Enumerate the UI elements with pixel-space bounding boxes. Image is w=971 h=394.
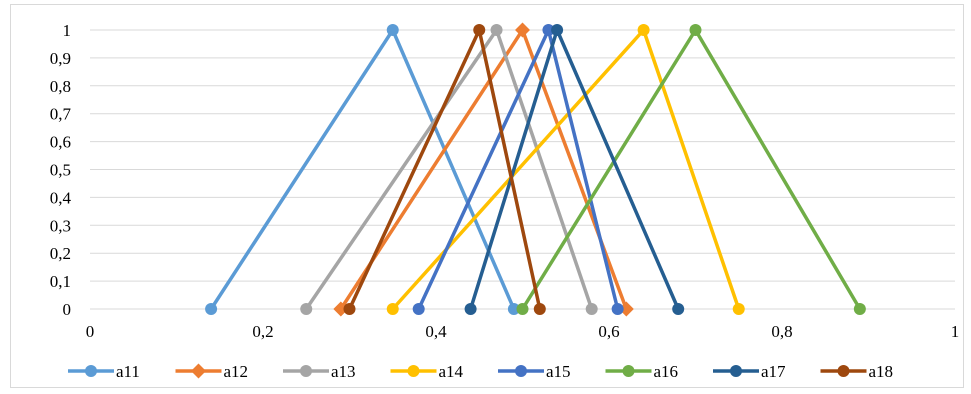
x-axis-tick-labels: 0 0,2 0,4 0,6 0,8 1 bbox=[86, 322, 960, 341]
y-tick-label: 0,2 bbox=[50, 244, 71, 263]
legend-item-a11: a11 bbox=[68, 362, 140, 381]
legend-marker bbox=[85, 365, 97, 377]
series-lines bbox=[205, 22, 866, 317]
legend-marker bbox=[730, 365, 742, 377]
y-tick-label: 0,8 bbox=[50, 77, 71, 96]
legend-label: a12 bbox=[224, 362, 249, 381]
legend-label: a15 bbox=[546, 362, 571, 381]
legend-marker bbox=[300, 365, 312, 377]
data-point-a14 bbox=[637, 24, 650, 36]
x-tick-label: 0 bbox=[86, 322, 95, 341]
y-tick-label: 0,9 bbox=[50, 49, 71, 68]
legend-item-a18: a18 bbox=[820, 362, 894, 381]
series-a18 bbox=[343, 24, 546, 315]
y-tick-label: 0,7 bbox=[50, 105, 72, 124]
legend-marker bbox=[837, 365, 850, 377]
data-point-a14 bbox=[732, 303, 745, 315]
legend-item-a17: a17 bbox=[713, 362, 786, 381]
data-point-a18 bbox=[473, 24, 486, 36]
x-tick-label: 1 bbox=[951, 322, 960, 341]
legend-label: a11 bbox=[116, 362, 140, 381]
data-point-a16 bbox=[853, 303, 866, 315]
data-point-a13 bbox=[300, 303, 313, 315]
legend-item-a15: a15 bbox=[498, 362, 571, 381]
legend-item-a13: a13 bbox=[283, 362, 356, 381]
y-axis-tick-labels: 0 0,1 0,2 0,3 0,4 0,5 0,6 0,7 0,8 0,9 1 bbox=[50, 21, 72, 319]
series-a17 bbox=[464, 24, 685, 315]
legend-label: a13 bbox=[331, 362, 356, 381]
y-tick-label: 0,1 bbox=[50, 272, 71, 291]
series-a16 bbox=[516, 24, 866, 315]
series-a12 bbox=[333, 22, 634, 317]
x-tick-label: 0,2 bbox=[252, 322, 273, 341]
gridlines bbox=[90, 29, 955, 310]
data-point-a13 bbox=[490, 24, 503, 36]
data-point-a17 bbox=[551, 24, 564, 36]
data-point-a11 bbox=[386, 24, 399, 36]
line-chart: 0 0,1 0,2 0,3 0,4 0,5 0,6 0,7 0,8 0,9 1 0 0,2 0,4 0,6… bbox=[50, 21, 960, 381]
legend-marker bbox=[191, 363, 206, 379]
data-point-a15 bbox=[542, 24, 555, 36]
legend-label: a14 bbox=[439, 362, 464, 381]
y-tick-label: 0 bbox=[63, 300, 72, 319]
legend-label: a17 bbox=[761, 362, 786, 381]
legend-item-a16: a16 bbox=[605, 362, 679, 381]
legend-label: a18 bbox=[869, 362, 894, 381]
data-point-a12 bbox=[515, 22, 530, 38]
legend-marker bbox=[407, 365, 420, 377]
series-a15 bbox=[412, 24, 624, 315]
y-tick-label: 0,6 bbox=[50, 133, 71, 152]
legend-item-a12: a12 bbox=[175, 362, 249, 381]
data-point-a15 bbox=[611, 303, 624, 315]
legend-marker bbox=[515, 365, 527, 377]
data-point-a13 bbox=[585, 303, 598, 315]
y-tick-label: 1 bbox=[63, 21, 72, 40]
legend-item-a14: a14 bbox=[390, 362, 464, 381]
y-tick-label: 0,3 bbox=[50, 216, 71, 235]
data-point-a16 bbox=[689, 24, 702, 36]
data-point-a11 bbox=[507, 303, 520, 315]
series-a13 bbox=[300, 24, 598, 315]
data-point-a16 bbox=[516, 303, 529, 315]
x-tick-label: 0,4 bbox=[425, 322, 447, 341]
y-tick-label: 0,4 bbox=[50, 188, 72, 207]
data-point-a12 bbox=[333, 301, 349, 317]
data-point-a17 bbox=[464, 303, 477, 315]
legend-marker bbox=[622, 365, 635, 377]
data-point-a18 bbox=[533, 303, 546, 315]
y-tick-label: 0,5 bbox=[50, 161, 71, 180]
series-a14 bbox=[386, 24, 745, 315]
data-point-a18 bbox=[343, 303, 356, 315]
x-tick-label: 0,6 bbox=[598, 322, 619, 341]
series-a11 bbox=[205, 24, 520, 315]
legend-label: a16 bbox=[654, 362, 679, 381]
data-point-a14 bbox=[386, 303, 399, 315]
x-tick-label: 0,8 bbox=[771, 322, 792, 341]
data-point-a15 bbox=[412, 303, 425, 315]
data-point-a11 bbox=[205, 303, 218, 315]
legend: a11 a12 a13 a14 a15 a16 a17 a18 bbox=[68, 362, 893, 381]
chart-frame: 0 0,1 0,2 0,3 0,4 0,5 0,6 0,7 0,8 0,9 1 0 0,2 0,4 0,6… bbox=[10, 4, 964, 388]
data-point-a12 bbox=[618, 301, 634, 317]
data-point-a17 bbox=[672, 303, 685, 315]
